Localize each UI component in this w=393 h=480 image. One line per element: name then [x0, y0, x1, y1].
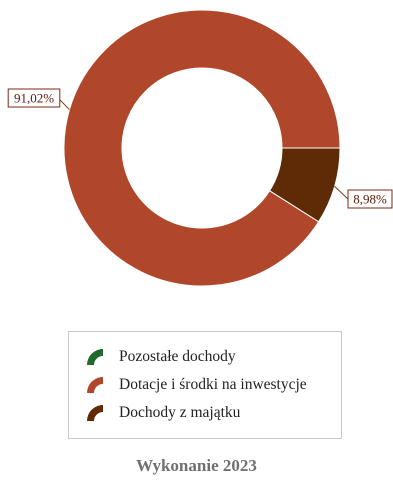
data-label-dotacje-i-srodki-na-inwestycje: 91,02% [14, 91, 54, 106]
legend-swatch-icon [87, 349, 103, 365]
legend-swatch-icon [87, 377, 103, 393]
legend-swatch-icon [87, 405, 103, 421]
legend: Pozostałe dochody Dotacje i środki na in… [68, 331, 342, 439]
slice-dotacje-i-srodki-na-inwestycje [63, 9, 341, 287]
donut-chart: 8,98% 91,02% [7, 9, 393, 287]
slices-group [63, 9, 341, 287]
data-label-dochody-z-majatku: 8,98% [353, 192, 387, 207]
legend-item-dotacje: Dotacje i środki na inwestycje [85, 374, 307, 396]
data-labels-group: 8,98% 91,02% [7, 88, 393, 209]
legend-label: Dotacje i środki na inwestycje [119, 376, 307, 393]
legend-label: Pozostałe dochody [119, 348, 236, 365]
chart-title: Wykonanie 2023 [136, 456, 257, 475]
data-label-box [347, 189, 393, 209]
legend-label: Dochody z majątku [119, 404, 241, 421]
legend-item-pozostale: Pozostałe dochody [85, 346, 236, 368]
legend-item-dochody-z-majatku: Dochody z majątku [85, 402, 240, 424]
data-label-box [7, 88, 61, 108]
